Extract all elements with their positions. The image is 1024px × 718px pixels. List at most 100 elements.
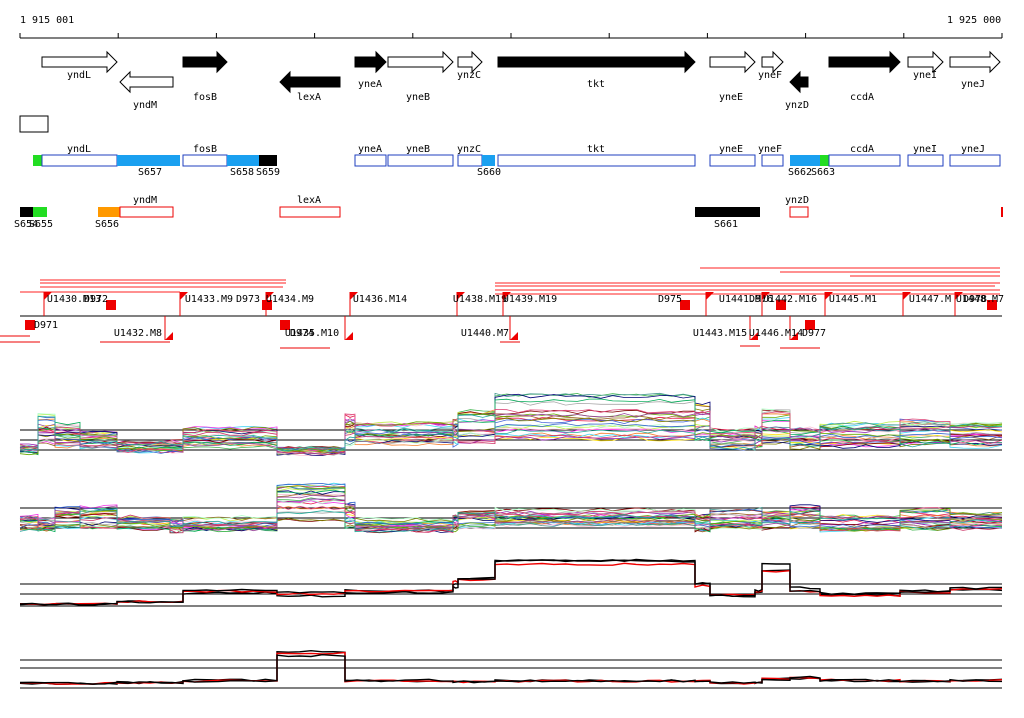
feature-label-U1445.M1: U1445.M1 [829, 294, 877, 305]
feature-marker[interactable] [262, 300, 272, 310]
reverse-segment-block[interactable] [279, 206, 341, 218]
gene-arrow-ynzD[interactable] [789, 70, 809, 94]
feature-label-U1438.M19: U1438.M19 [453, 294, 507, 305]
feature-flag[interactable] [345, 332, 353, 340]
feature-label-U1430.M13: U1430.M13 [47, 294, 101, 305]
feature-flag[interactable] [790, 332, 798, 340]
feature-label-D978: D978 [963, 294, 987, 305]
feature-flag[interactable] [266, 292, 274, 300]
expression-track-1 [19, 392, 1003, 457]
segment-block-gene[interactable] [761, 154, 784, 167]
segment-block[interactable] [820, 155, 829, 166]
gene-arrow-ccdA[interactable] [828, 50, 901, 74]
expression-profile-line [19, 562, 1003, 606]
segment-gene-label-yneI: yneI [913, 144, 937, 155]
feature-flag[interactable] [955, 292, 963, 300]
ruler-end-label: 1 925 000 [947, 15, 1001, 26]
gene-annotation-track: yndL yndM fosB lexA yneA yneB ynzC tkt yneE yneF y… [41, 50, 1001, 111]
feature-flag[interactable] [706, 292, 714, 300]
segment-block[interactable] [790, 155, 820, 166]
feature-label-D976: D976 [749, 294, 773, 305]
reverse-segment-block[interactable] [695, 207, 760, 217]
feature-flag[interactable] [180, 292, 188, 300]
feature-flag[interactable] [903, 292, 911, 300]
segment-block-gene[interactable] [354, 154, 387, 167]
feature-label-D977: D977 [802, 328, 826, 339]
segment-block-gene[interactable] [387, 154, 454, 167]
segment-block[interactable] [259, 155, 277, 166]
gene-label-yneE: yneE [719, 92, 743, 103]
feature-label-D975: D975 [658, 294, 682, 305]
segment-block[interactable] [117, 155, 180, 166]
feature-flag[interactable] [457, 292, 465, 300]
feature-marker[interactable] [680, 300, 690, 310]
segment-block-gene[interactable] [457, 154, 483, 167]
feature-marker[interactable] [106, 300, 116, 310]
reverse-segment-block[interactable] [119, 206, 174, 218]
reverse-segment-block[interactable] [33, 207, 47, 217]
segment-label-S662: S662 [788, 167, 812, 178]
gene-label-yneI: yneI [913, 70, 937, 81]
segment-block[interactable] [227, 155, 259, 166]
reverse-segment-block[interactable] [789, 206, 809, 218]
feature-marker[interactable] [280, 320, 290, 330]
segment-block-gene[interactable] [497, 154, 696, 167]
gene-arrow-fosB[interactable] [182, 50, 228, 74]
gene-arrow-yneF[interactable] [761, 50, 784, 74]
reverse-segment-block[interactable] [20, 207, 33, 217]
feature-label-U1446.M14: U1446.M14 [749, 328, 803, 339]
segment-block-gene[interactable] [41, 154, 118, 167]
gene-arrow-lexA[interactable] [279, 70, 341, 94]
gene-arrow-yndL[interactable] [41, 50, 118, 74]
feature-label-U1434.M9: U1434.M9 [266, 294, 314, 305]
gene-arrow-yneJ[interactable] [949, 50, 1001, 74]
feature-flag[interactable] [510, 332, 518, 340]
feature-flag[interactable] [503, 292, 511, 300]
feature-label-U1448.M7: U1448.M7 [956, 294, 1004, 305]
feature-flag[interactable] [44, 292, 52, 300]
segment-label-S660: S660 [477, 167, 501, 178]
expression-track-3 [19, 558, 1003, 607]
segment-label-S656: S656 [95, 219, 119, 230]
segment-block-gene[interactable] [182, 154, 228, 167]
segment-block-gene[interactable] [949, 154, 1001, 167]
segment-gene-label-ynzC: ynzC [457, 144, 481, 155]
gene-arrow-tkt[interactable] [497, 50, 696, 74]
gene-arrow-yneA[interactable] [354, 50, 387, 74]
segment-block[interactable] [482, 155, 495, 166]
feature-marker[interactable] [776, 300, 786, 310]
feature-flag[interactable] [825, 292, 833, 300]
segment-label-S654: S654 [14, 219, 38, 230]
gene-arrow-yneE[interactable] [709, 50, 756, 74]
gene-arrow-yneI[interactable] [907, 50, 944, 74]
reverse-segment-block[interactable] [1001, 207, 1003, 217]
feature-label-U1447.M: U1447.M [909, 294, 951, 305]
feature-marker[interactable] [25, 320, 35, 330]
segment-block-gene[interactable] [709, 154, 756, 167]
segment-block-gene[interactable] [907, 154, 944, 167]
gene-label-ccdA: ccdA [850, 92, 874, 103]
reverse-segment-block[interactable] [98, 207, 120, 217]
transcript-lines [20, 267, 1000, 295]
segment-block-gene[interactable] [828, 154, 901, 167]
gene-arrow-yndM[interactable] [119, 70, 174, 94]
gene-arrow-ynzC[interactable] [457, 50, 483, 74]
segment-block[interactable] [33, 155, 42, 166]
expression-track-2 [19, 482, 1003, 534]
feature-flag[interactable] [350, 292, 358, 300]
feature-marker[interactable] [805, 320, 815, 330]
feature-flag[interactable] [750, 332, 758, 340]
segment-gene-label-ynzD: ynzD [785, 195, 809, 206]
segment-label-S655: S655 [29, 219, 53, 230]
feature-label-U1436.M14: U1436.M14 [353, 294, 407, 305]
expression-profile-line [19, 485, 1003, 533]
feature-marker[interactable] [987, 300, 997, 310]
gene-label-fosB: fosB [193, 92, 217, 103]
track-toggle-box[interactable] [19, 115, 49, 133]
segment-gene-label-yneE: yneE [719, 144, 743, 155]
feature-label-U1440.M7: U1440.M7 [461, 328, 509, 339]
feature-flag[interactable] [762, 292, 770, 300]
gene-arrow-yneB[interactable] [387, 50, 454, 74]
feature-flag[interactable] [165, 332, 173, 340]
